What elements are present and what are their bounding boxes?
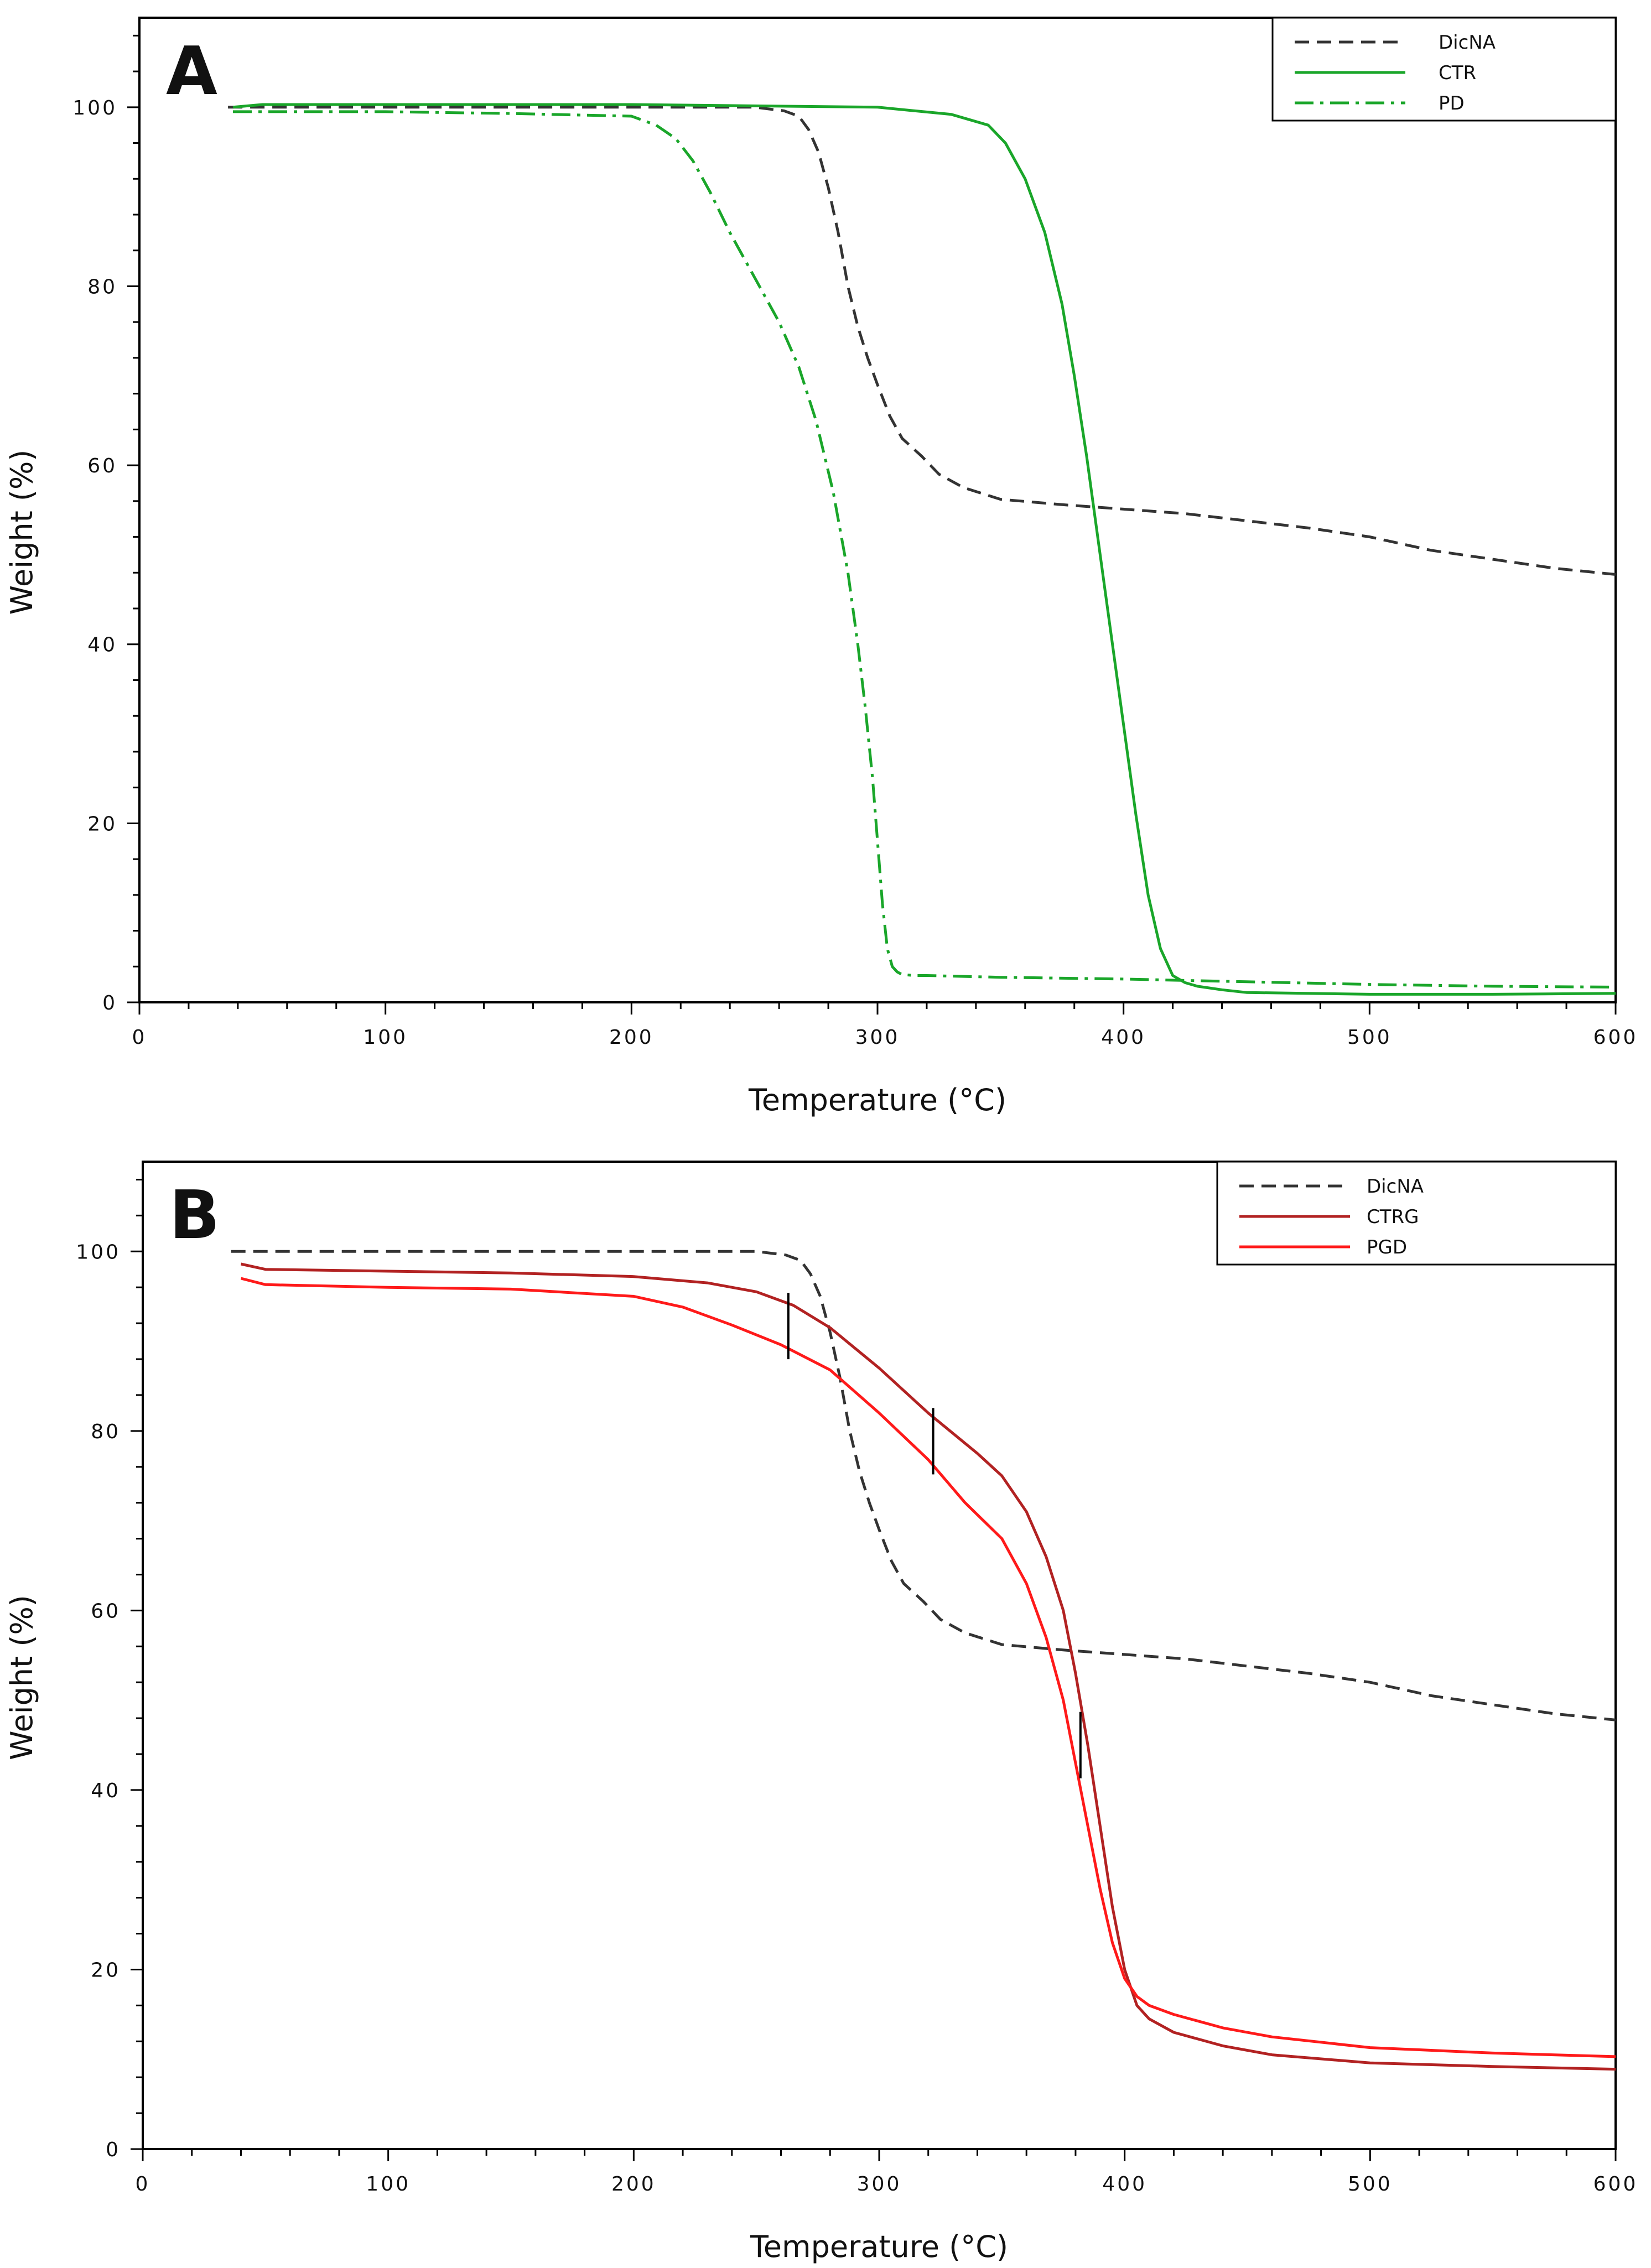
legend-box — [1271, 17, 1617, 122]
x-tick-label: 400 — [1101, 1026, 1146, 1049]
panel-b-tick-marks — [787, 1293, 1082, 1778]
x-tick-label: 0 — [136, 2173, 150, 2196]
legend-label-pd: PD — [1439, 92, 1465, 115]
x-tick-label: 300 — [857, 2173, 902, 2196]
series-line-dicna — [228, 106, 1616, 576]
panel-b: 0 100 200 300 400 500 600 0 20 40 60 80 100 B Temper… — [4, 1161, 1638, 2264]
x-tick-label: 200 — [611, 2173, 656, 2196]
series-line-pd — [233, 110, 1616, 989]
panel-b-letter: B — [169, 1177, 220, 1254]
y-tick-label: 0 — [102, 992, 117, 1015]
y-tick-label: 40 — [87, 634, 117, 657]
panel-b-y-axis-label: Weight (%) — [4, 1595, 39, 1760]
y-tick-label: 60 — [87, 455, 117, 477]
series-line-ctr — [232, 103, 1616, 996]
series-line-ctrg — [240, 1262, 1616, 2071]
y-tick-label: 80 — [91, 1421, 121, 1443]
panel-a-letter: A — [166, 33, 217, 110]
y-tick-label: 80 — [87, 275, 117, 298]
y-tick-label: 40 — [91, 1780, 121, 1802]
series-line-pgd — [240, 1277, 1616, 2058]
y-tick-label: 20 — [91, 1959, 121, 1981]
x-tick-label: 500 — [1347, 1026, 1392, 1049]
panel-a: 0 100 200 300 400 500 600 0 20 40 60 80 100 A Temper… — [4, 17, 1638, 1117]
y-tick-label: 100 — [76, 1241, 121, 1263]
panel-b-ticks: 0 100 200 300 400 500 600 0 20 40 60 80 100 — [76, 1178, 1638, 2196]
panel-a-y-axis-label: Weight (%) — [4, 450, 39, 615]
panel-b-legend: DicNA CTRG PGD — [1216, 1161, 1617, 1266]
x-tick-label: 100 — [363, 1026, 408, 1049]
panel-a-x-axis-label: Temperature (°C) — [748, 1083, 1006, 1117]
legend-label-dicna: DicNA — [1439, 32, 1496, 54]
y-tick-label: 100 — [72, 97, 117, 119]
x-tick-label: 0 — [132, 1026, 147, 1049]
x-tick-label: 200 — [609, 1026, 654, 1049]
y-tick-label: 0 — [106, 2139, 121, 2161]
x-tick-label: 600 — [1593, 1026, 1638, 1049]
x-tick-label: 500 — [1348, 2173, 1393, 2196]
y-tick-label: 60 — [91, 1600, 121, 1622]
panel-b-x-axis-label: Temperature (°C) — [750, 2229, 1008, 2264]
y-tick-label: 20 — [87, 813, 117, 835]
panel-a-legend: DicNA CTR PD — [1271, 17, 1617, 122]
panel-b-series — [231, 1250, 1616, 2071]
x-tick-label: 300 — [855, 1026, 900, 1049]
legend-label-ctrg: CTRG — [1367, 1206, 1419, 1228]
x-tick-label: 100 — [366, 2173, 411, 2196]
legend-label-ctr: CTR — [1439, 62, 1476, 84]
x-tick-label: 400 — [1102, 2173, 1147, 2196]
legend-label-pgd: PGD — [1367, 1236, 1407, 1258]
series-line-dicna — [231, 1250, 1616, 1721]
x-tick-label: 600 — [1593, 2173, 1638, 2196]
legend-label-dicna: DicNA — [1367, 1175, 1424, 1198]
panel-a-series — [228, 103, 1616, 996]
panel-a-ticks: 0 100 200 300 400 500 600 0 20 40 60 80 100 — [72, 34, 1638, 1049]
